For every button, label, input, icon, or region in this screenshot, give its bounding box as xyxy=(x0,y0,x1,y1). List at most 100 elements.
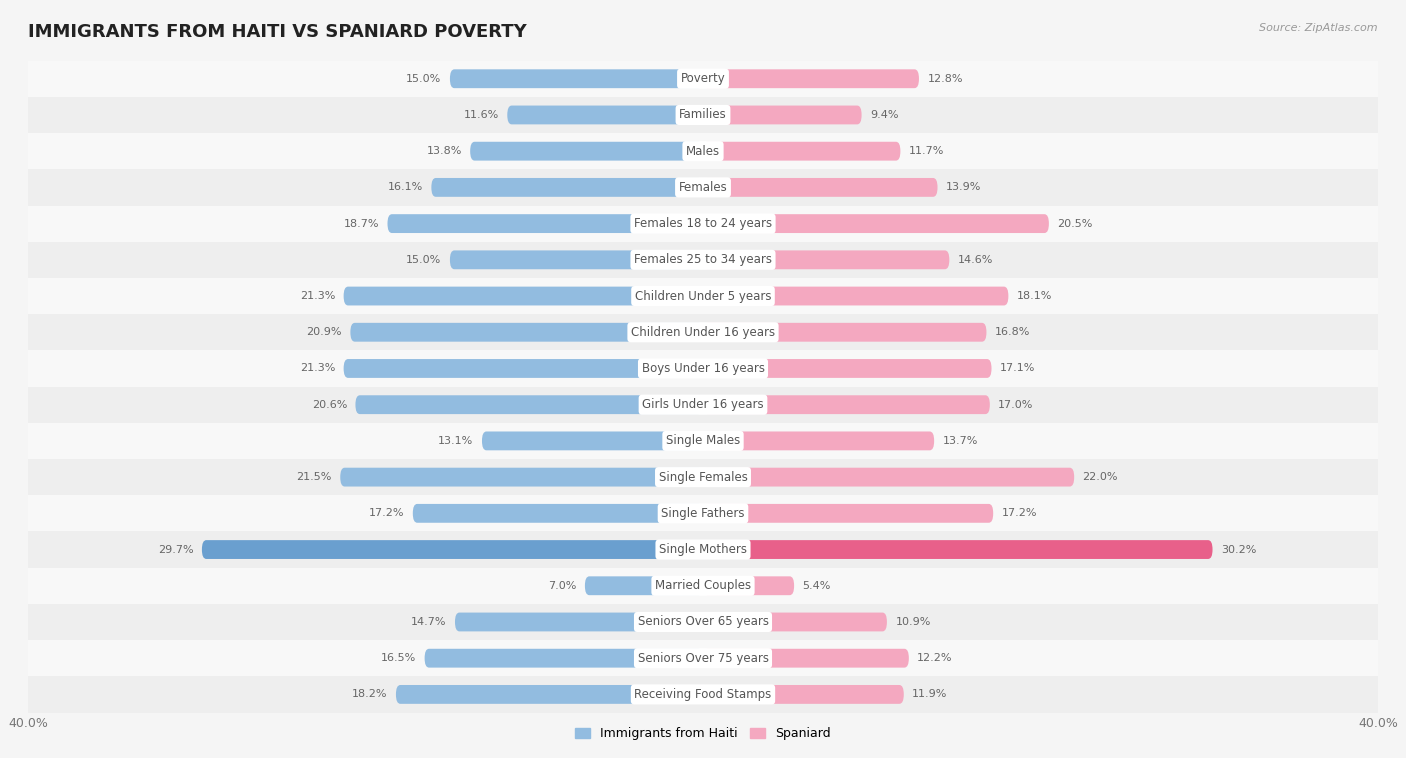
Bar xyxy=(28,61,1378,97)
FancyBboxPatch shape xyxy=(703,468,1074,487)
Text: 21.5%: 21.5% xyxy=(297,472,332,482)
FancyBboxPatch shape xyxy=(340,468,703,487)
FancyBboxPatch shape xyxy=(703,105,862,124)
Text: 11.9%: 11.9% xyxy=(912,690,948,700)
FancyBboxPatch shape xyxy=(703,142,900,161)
FancyBboxPatch shape xyxy=(343,359,703,378)
Text: 20.6%: 20.6% xyxy=(312,399,347,409)
FancyBboxPatch shape xyxy=(703,395,990,414)
FancyBboxPatch shape xyxy=(432,178,703,197)
Text: 21.3%: 21.3% xyxy=(299,364,335,374)
FancyBboxPatch shape xyxy=(703,431,934,450)
Text: Girls Under 16 years: Girls Under 16 years xyxy=(643,398,763,411)
Bar xyxy=(28,387,1378,423)
Text: 18.1%: 18.1% xyxy=(1017,291,1052,301)
FancyBboxPatch shape xyxy=(703,359,991,378)
Text: Single Mothers: Single Mothers xyxy=(659,543,747,556)
Bar xyxy=(28,314,1378,350)
Bar xyxy=(28,97,1378,133)
Bar xyxy=(28,568,1378,604)
Bar xyxy=(28,531,1378,568)
Text: 30.2%: 30.2% xyxy=(1220,544,1257,555)
Text: 17.1%: 17.1% xyxy=(1000,364,1035,374)
Text: 16.1%: 16.1% xyxy=(388,183,423,193)
Bar xyxy=(28,242,1378,278)
Text: 10.9%: 10.9% xyxy=(896,617,931,627)
Text: 13.9%: 13.9% xyxy=(946,183,981,193)
Text: 13.1%: 13.1% xyxy=(439,436,474,446)
Bar xyxy=(28,495,1378,531)
FancyBboxPatch shape xyxy=(703,612,887,631)
Bar xyxy=(28,278,1378,314)
Text: Females 18 to 24 years: Females 18 to 24 years xyxy=(634,217,772,230)
Legend: Immigrants from Haiti, Spaniard: Immigrants from Haiti, Spaniard xyxy=(569,722,837,745)
FancyBboxPatch shape xyxy=(202,540,703,559)
Text: 20.5%: 20.5% xyxy=(1057,218,1092,229)
Text: 20.9%: 20.9% xyxy=(307,327,342,337)
Text: Children Under 16 years: Children Under 16 years xyxy=(631,326,775,339)
FancyBboxPatch shape xyxy=(703,540,1212,559)
Text: Females: Females xyxy=(679,181,727,194)
Bar xyxy=(28,676,1378,713)
Text: 13.7%: 13.7% xyxy=(942,436,979,446)
Text: 9.4%: 9.4% xyxy=(870,110,898,120)
Text: Poverty: Poverty xyxy=(681,72,725,85)
Text: 17.2%: 17.2% xyxy=(368,509,405,518)
Text: Single Fathers: Single Fathers xyxy=(661,507,745,520)
Text: Single Males: Single Males xyxy=(666,434,740,447)
Bar xyxy=(28,640,1378,676)
Text: Source: ZipAtlas.com: Source: ZipAtlas.com xyxy=(1260,23,1378,33)
FancyBboxPatch shape xyxy=(456,612,703,631)
FancyBboxPatch shape xyxy=(703,323,987,342)
Text: 16.5%: 16.5% xyxy=(381,653,416,663)
FancyBboxPatch shape xyxy=(413,504,703,523)
FancyBboxPatch shape xyxy=(450,250,703,269)
Text: Males: Males xyxy=(686,145,720,158)
FancyBboxPatch shape xyxy=(585,576,703,595)
Text: 15.0%: 15.0% xyxy=(406,74,441,83)
FancyBboxPatch shape xyxy=(356,395,703,414)
FancyBboxPatch shape xyxy=(425,649,703,668)
FancyBboxPatch shape xyxy=(703,685,904,704)
Bar xyxy=(28,133,1378,169)
Text: 11.6%: 11.6% xyxy=(464,110,499,120)
Bar xyxy=(28,459,1378,495)
Text: Families: Families xyxy=(679,108,727,121)
Text: Single Females: Single Females xyxy=(658,471,748,484)
FancyBboxPatch shape xyxy=(703,287,1008,305)
Text: 12.2%: 12.2% xyxy=(917,653,953,663)
Text: 14.7%: 14.7% xyxy=(411,617,447,627)
Bar xyxy=(28,169,1378,205)
FancyBboxPatch shape xyxy=(703,178,938,197)
FancyBboxPatch shape xyxy=(450,69,703,88)
Text: 14.6%: 14.6% xyxy=(957,255,993,265)
Text: 11.7%: 11.7% xyxy=(908,146,945,156)
Bar xyxy=(28,604,1378,640)
Text: 5.4%: 5.4% xyxy=(803,581,831,590)
Text: Children Under 5 years: Children Under 5 years xyxy=(634,290,772,302)
FancyBboxPatch shape xyxy=(482,431,703,450)
Text: Boys Under 16 years: Boys Under 16 years xyxy=(641,362,765,375)
Text: 12.8%: 12.8% xyxy=(928,74,963,83)
FancyBboxPatch shape xyxy=(470,142,703,161)
Bar xyxy=(28,205,1378,242)
Text: 18.2%: 18.2% xyxy=(352,690,388,700)
Bar xyxy=(28,350,1378,387)
FancyBboxPatch shape xyxy=(703,250,949,269)
FancyBboxPatch shape xyxy=(350,323,703,342)
FancyBboxPatch shape xyxy=(703,69,920,88)
FancyBboxPatch shape xyxy=(508,105,703,124)
Text: 7.0%: 7.0% xyxy=(548,581,576,590)
Text: IMMIGRANTS FROM HAITI VS SPANIARD POVERTY: IMMIGRANTS FROM HAITI VS SPANIARD POVERT… xyxy=(28,23,527,41)
Text: 17.0%: 17.0% xyxy=(998,399,1033,409)
Text: Females 25 to 34 years: Females 25 to 34 years xyxy=(634,253,772,266)
Text: 29.7%: 29.7% xyxy=(157,544,194,555)
Bar xyxy=(28,423,1378,459)
Text: 18.7%: 18.7% xyxy=(343,218,380,229)
Text: Receiving Food Stamps: Receiving Food Stamps xyxy=(634,688,772,701)
Text: Seniors Over 65 years: Seniors Over 65 years xyxy=(637,615,769,628)
Text: 22.0%: 22.0% xyxy=(1083,472,1118,482)
FancyBboxPatch shape xyxy=(703,576,794,595)
Text: Married Couples: Married Couples xyxy=(655,579,751,592)
Text: 17.2%: 17.2% xyxy=(1001,509,1038,518)
